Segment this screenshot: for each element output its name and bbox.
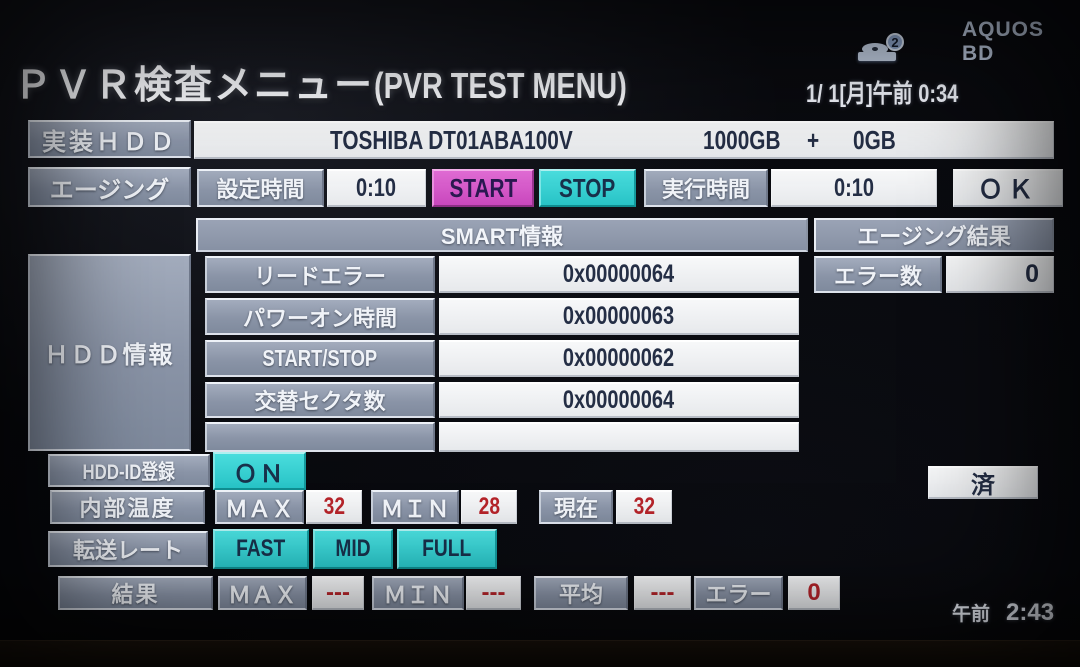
disc-tray-base xyxy=(858,52,896,61)
hdd-added-capacity: 0GB xyxy=(853,124,896,155)
hdd-id-done-button[interactable]: 済 xyxy=(928,466,1038,499)
temperature-max-text: 32 xyxy=(323,493,345,520)
clock-meridiem: 午前 xyxy=(952,604,991,625)
transfer-rate-full-button[interactable]: FULL xyxy=(397,529,497,569)
temperature-label: 内部温度 xyxy=(50,490,205,524)
datetime-text: 1/ 1[月]午前 0:34 xyxy=(806,80,959,108)
temperature-current-text: 32 xyxy=(633,493,655,520)
aging-stop-button[interactable]: STOP xyxy=(539,169,636,207)
datetime-display: 1/ 1[月]午前 0:34 xyxy=(806,74,996,110)
result-max-label: ＭＡＸ xyxy=(218,576,307,610)
smart-info-header: SMART情報 xyxy=(196,218,808,252)
temperature-min-label: ＭＩＮ xyxy=(371,490,459,524)
aging-set-time-text: 0:10 xyxy=(356,173,397,202)
temperature-current-label: 現在 xyxy=(539,490,613,524)
tv-bezel xyxy=(0,640,1080,667)
aging-run-time-value: 0:10 xyxy=(771,169,937,207)
disc-count-badge: 2 xyxy=(886,33,904,51)
page-title-en: (PVR TEST MENU) xyxy=(374,65,627,106)
ok-button[interactable]: ＯＫ xyxy=(953,169,1063,207)
footer-clock: 午前 2:43 xyxy=(952,599,1054,627)
hdd-id-label-text: HDD-ID登録 xyxy=(82,460,176,484)
result-avg-label: 平均 xyxy=(534,576,628,610)
hdd-capacity-plus: + xyxy=(807,124,820,155)
smart-row-label: 交替セクタ数 xyxy=(205,382,435,418)
smart-row-value: 0x00000064 xyxy=(439,256,799,293)
smart-row-value: 0x00000063 xyxy=(439,298,799,335)
result-label: 結果 xyxy=(58,576,213,610)
hdd-capacity: 1000GB xyxy=(703,124,781,155)
transfer-fast-text: FAST xyxy=(236,535,286,562)
device-label: AQUOS BD xyxy=(962,18,1045,65)
aging-set-time-value[interactable]: 0:10 xyxy=(327,169,426,207)
temperature-max-label: ＭＡＸ xyxy=(215,490,304,524)
transfer-rate-label: 転送レート xyxy=(48,531,208,567)
clock-time: 2:43 xyxy=(1006,599,1055,626)
hdd-id-label: HDD-ID登録 xyxy=(48,454,210,487)
result-error-value: 0 xyxy=(788,576,840,610)
smart-value-text: 0x00000063 xyxy=(563,302,675,330)
smart-row-label: リードエラー xyxy=(205,256,435,293)
installed-hdd-label: 実装ＨＤＤ xyxy=(28,120,191,158)
temperature-current-value: 32 xyxy=(616,490,672,524)
error-count-value: 0 xyxy=(946,256,1054,293)
smart-row-value: 0x00000064 xyxy=(439,382,799,418)
transfer-rate-mid-button[interactable]: MID xyxy=(313,529,393,569)
hdd-id-on-button[interactable]: ＯＮ xyxy=(213,452,306,490)
aging-stop-text: STOP xyxy=(559,172,616,203)
transfer-rate-fast-button[interactable]: FAST xyxy=(213,529,309,569)
page-title: ＰＶＲ検査メニュー(PVR TEST MENU) xyxy=(14,54,690,109)
smart-label-text: START/STOP xyxy=(262,345,378,371)
aging-label: エージング xyxy=(28,167,191,207)
result-max-value: --- xyxy=(312,576,364,610)
smart-value-text: 0x00000062 xyxy=(563,344,675,372)
transfer-mid-text: MID xyxy=(335,535,371,562)
hdd-info-label: ＨＤＤ情報 xyxy=(28,254,191,451)
disc-count: 2 xyxy=(891,34,899,50)
aging-run-time-label: 実行時間 xyxy=(644,169,768,207)
result-error-label: エラー xyxy=(694,576,783,610)
aging-start-button[interactable]: START xyxy=(432,169,534,207)
smart-value-text: 0x00000064 xyxy=(563,385,675,414)
temperature-min-value: 28 xyxy=(461,490,517,524)
smart-row-label-empty xyxy=(205,422,435,452)
page-title-jp: ＰＶＲ検査メニュー xyxy=(14,65,375,107)
disc-tray-icon: 2 xyxy=(858,33,908,63)
installed-hdd-value: TOSHIBA DT01ABA100V 1000GB + 0GB xyxy=(194,121,1054,159)
aging-set-time-label: 設定時間 xyxy=(197,169,324,207)
disc-hole xyxy=(872,47,878,51)
smart-value-text: 0x00000064 xyxy=(563,260,675,288)
hdd-model: TOSHIBA DT01ABA100V xyxy=(330,124,573,155)
temperature-max-value: 32 xyxy=(306,490,362,524)
temperature-min-text: 28 xyxy=(478,493,500,520)
result-min-value: --- xyxy=(466,576,521,610)
transfer-full-text: FULL xyxy=(422,535,472,562)
error-count-label: エラー数 xyxy=(814,256,942,293)
smart-row-label: パワーオン時間 xyxy=(205,298,435,335)
smart-row-value-empty xyxy=(439,422,799,452)
aging-run-time-text: 0:10 xyxy=(833,173,875,202)
smart-row-label: START/STOP xyxy=(205,340,435,377)
result-min-label: ＭＩＮ xyxy=(372,576,464,610)
aging-result-header: エージング結果 xyxy=(814,218,1054,252)
result-avg-value: --- xyxy=(634,576,691,610)
smart-row-value: 0x00000062 xyxy=(439,340,799,377)
aging-start-text: START xyxy=(449,172,517,203)
